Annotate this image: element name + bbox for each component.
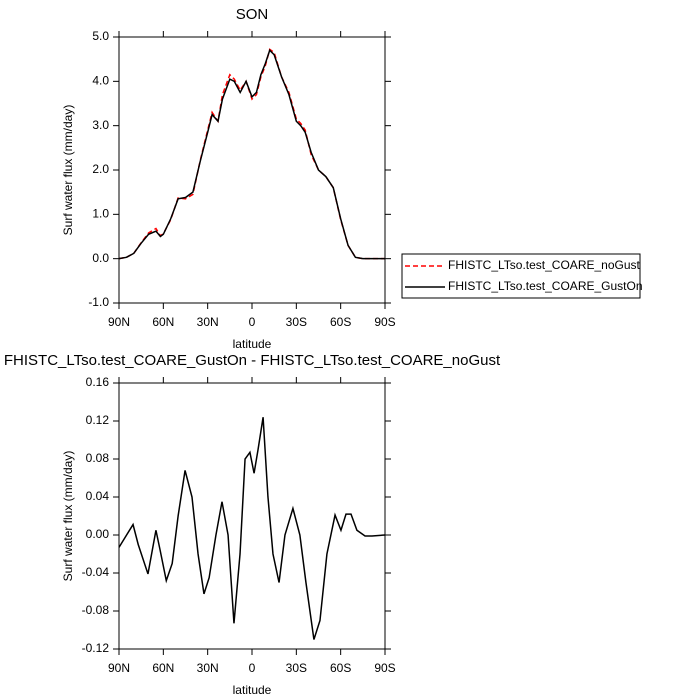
- x-tick-label: 30N: [197, 661, 219, 675]
- y-tick-label: -1.0: [88, 295, 109, 309]
- plot-frame: [118, 382, 386, 650]
- y-tick-label: 3.0: [92, 118, 109, 132]
- x-tick-label: 60N: [152, 315, 174, 329]
- chart-title: SON: [236, 6, 269, 23]
- y-tick-label: 1.0: [92, 207, 109, 221]
- x-tick-label: 90S: [374, 315, 395, 329]
- x-tick-label: 90N: [108, 315, 130, 329]
- x-tick-label: 90S: [374, 661, 395, 675]
- x-tick-label: 0: [249, 661, 256, 675]
- legend-label: FHISTC_LTso.test_COARE_noGust: [448, 258, 641, 272]
- y-tick-label: 5.0: [92, 29, 109, 43]
- x-tick-label: 30S: [286, 315, 307, 329]
- x-tick-label: 30N: [197, 315, 219, 329]
- y-tick-label: 0.08: [86, 451, 110, 465]
- y-tick-label: 0.0: [92, 251, 109, 265]
- data-line: [118, 417, 386, 640]
- x-axis-label: latitude: [233, 683, 272, 697]
- y-axis-label: Surf water flux (mm/day): [61, 105, 75, 236]
- legend-box: [401, 253, 641, 299]
- y-tick-label: -0.08: [82, 603, 110, 617]
- x-tick-label: 60S: [330, 661, 351, 675]
- y-axis-label: Surf water flux (mm/day): [61, 451, 75, 582]
- x-tick-label: 60N: [152, 661, 174, 675]
- x-tick-label: 30S: [286, 661, 307, 675]
- y-tick-label: 0.16: [86, 375, 110, 389]
- x-tick-label: 0: [249, 315, 256, 329]
- plot-frame: [118, 36, 386, 304]
- y-tick-label: 0.00: [86, 527, 110, 541]
- y-tick-label: 4.0: [92, 74, 109, 88]
- y-tick-label: -0.12: [82, 641, 110, 655]
- x-tick-label: 90N: [108, 661, 130, 675]
- chart-title: FHISTC_LTso.test_COARE_GustOn - FHISTC_L…: [4, 352, 501, 369]
- data-line: [118, 48, 385, 260]
- y-tick-label: 2.0: [92, 162, 109, 176]
- y-tick-label: 0.12: [86, 413, 110, 427]
- data-line: [118, 48, 385, 260]
- legend-label: FHISTC_LTso.test_COARE_GustOn: [448, 279, 643, 293]
- y-tick-label: 0.04: [86, 489, 110, 503]
- y-tick-label: -0.04: [82, 565, 110, 579]
- x-tick-label: 60S: [330, 315, 351, 329]
- legend: FHISTC_LTso.test_COARE_noGust FHISTC_LTso…: [401, 253, 643, 299]
- x-axis-label: latitude: [233, 337, 272, 351]
